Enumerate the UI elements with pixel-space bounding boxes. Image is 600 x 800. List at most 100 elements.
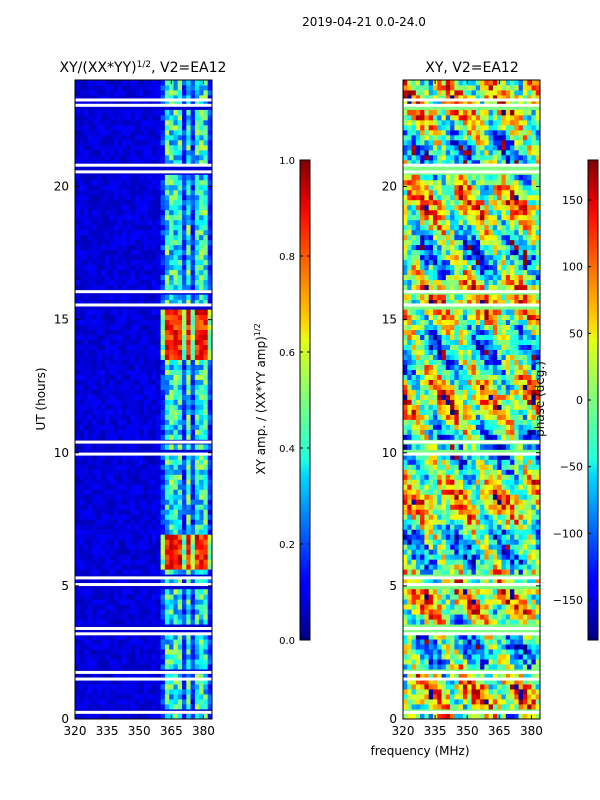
- amplitude-cell: [126, 544, 132, 550]
- amplitude-cell: [104, 569, 110, 575]
- amplitude-cell: [134, 264, 140, 271]
- amplitude-cell: [75, 94, 80, 101]
- amplitude-cell: [87, 259, 93, 266]
- amplitude-cell: [199, 554, 204, 560]
- phase-cell: [505, 594, 511, 600]
- amplitude-cell: [152, 424, 157, 430]
- phase-cell: [497, 654, 502, 660]
- amplitude-cell: [83, 324, 89, 331]
- amplitude-cell: [75, 489, 80, 495]
- phase-cell: [510, 529, 515, 535]
- phase-cell: [454, 639, 460, 645]
- amplitude-cell: [182, 569, 187, 575]
- phase-cell: [497, 594, 502, 600]
- amplitude-cell: [113, 309, 119, 316]
- amplitude-cell: [207, 329, 213, 336]
- amplitude-cell: [113, 519, 119, 525]
- amplitude-cell: [143, 474, 149, 480]
- amplitude-cell: [173, 179, 179, 186]
- amplitude-cell: [79, 639, 84, 645]
- phase-cell: [407, 549, 412, 555]
- amplitude-cell: [126, 144, 132, 151]
- phase-cell: [497, 549, 502, 555]
- phase-cell: [411, 619, 417, 625]
- amplitude-cell: [122, 279, 127, 286]
- amplitude-cell: [122, 309, 127, 316]
- amplitude-cell: [87, 459, 93, 465]
- phase-cell: [518, 659, 524, 665]
- amplitude-cell: [122, 249, 127, 256]
- amplitude-cell: [100, 634, 106, 640]
- amplitude-cell: [186, 89, 191, 96]
- amplitude-xtick-label: 350: [128, 724, 151, 738]
- amplitude-cell: [117, 324, 123, 331]
- amplitude-cell: [160, 394, 166, 400]
- amplitude-cell: [83, 299, 89, 306]
- amplitude-cell: [109, 229, 114, 236]
- amplitude-cell: [79, 544, 84, 550]
- amplitude-cell: [160, 269, 166, 276]
- amplitude-cell: [164, 389, 170, 395]
- amplitude-cell: [190, 249, 196, 256]
- amplitude-cell: [92, 639, 97, 645]
- amplitude-cell: [126, 264, 132, 271]
- phase-cell: [420, 684, 425, 690]
- amplitude-cell: [75, 389, 80, 395]
- amplitude-cell: [177, 199, 183, 206]
- amplitude-cell: [194, 444, 200, 450]
- amplitude-cell: [100, 484, 106, 490]
- phase-cell: [505, 569, 511, 575]
- amplitude-cell: [169, 249, 174, 256]
- amplitude-cell: [173, 134, 179, 141]
- amplitude-cell: [190, 509, 196, 515]
- phase-cell: [467, 594, 472, 600]
- amplitude-cell: [207, 614, 213, 620]
- amplitude-cell: [207, 259, 213, 266]
- phase-cell: [527, 539, 532, 545]
- phase-cell: [518, 514, 524, 520]
- phase-cell: [445, 599, 451, 605]
- amplitude-cell: [207, 679, 213, 685]
- phase-cell: [488, 649, 494, 655]
- amplitude-cell: [87, 174, 93, 181]
- amplitude-cell: [117, 374, 123, 380]
- phase-cell: [531, 534, 537, 540]
- amplitude-cell: [79, 464, 84, 470]
- phase-cell: [492, 589, 498, 595]
- phase-cell: [441, 509, 447, 515]
- amplitude-cell: [190, 184, 196, 191]
- amplitude-cell: [104, 154, 110, 161]
- amplitude-cell: [173, 159, 179, 166]
- amplitude-cell: [113, 314, 119, 321]
- amplitude-cell: [83, 514, 89, 520]
- amplitude-cell: [104, 609, 110, 615]
- amplitude-cell: [156, 254, 162, 261]
- amplitude-cell: [122, 144, 127, 151]
- phase-cell: [462, 569, 468, 575]
- amplitude-cell: [143, 379, 149, 385]
- amplitude-cell: [199, 634, 204, 640]
- amplitude-cell: [100, 579, 106, 585]
- amplitude-cell: [207, 274, 213, 281]
- amplitude-cell: [207, 114, 213, 121]
- phase-cell: [471, 654, 477, 660]
- phase-cell: [454, 509, 460, 515]
- amplitude-cell: [79, 384, 84, 390]
- phase-cell: [527, 534, 532, 540]
- amplitude-cell: [169, 354, 174, 360]
- amplitude-cell: [79, 269, 84, 276]
- phase-cell: [492, 534, 498, 540]
- amplitude-cell: [139, 99, 144, 106]
- amplitude-cell: [100, 384, 106, 390]
- amplitude-cell: [199, 374, 204, 380]
- amplitude-cell: [113, 374, 119, 380]
- phase-cell: [415, 704, 421, 710]
- amplitude-cell: [169, 549, 174, 555]
- amplitude-cell: [87, 189, 93, 196]
- amplitude-cell: [143, 189, 149, 196]
- amplitude-cell: [139, 214, 144, 221]
- amplitude-cell: [96, 389, 102, 395]
- amplitude-cell: [152, 554, 157, 560]
- amplitude-cell: [143, 529, 149, 535]
